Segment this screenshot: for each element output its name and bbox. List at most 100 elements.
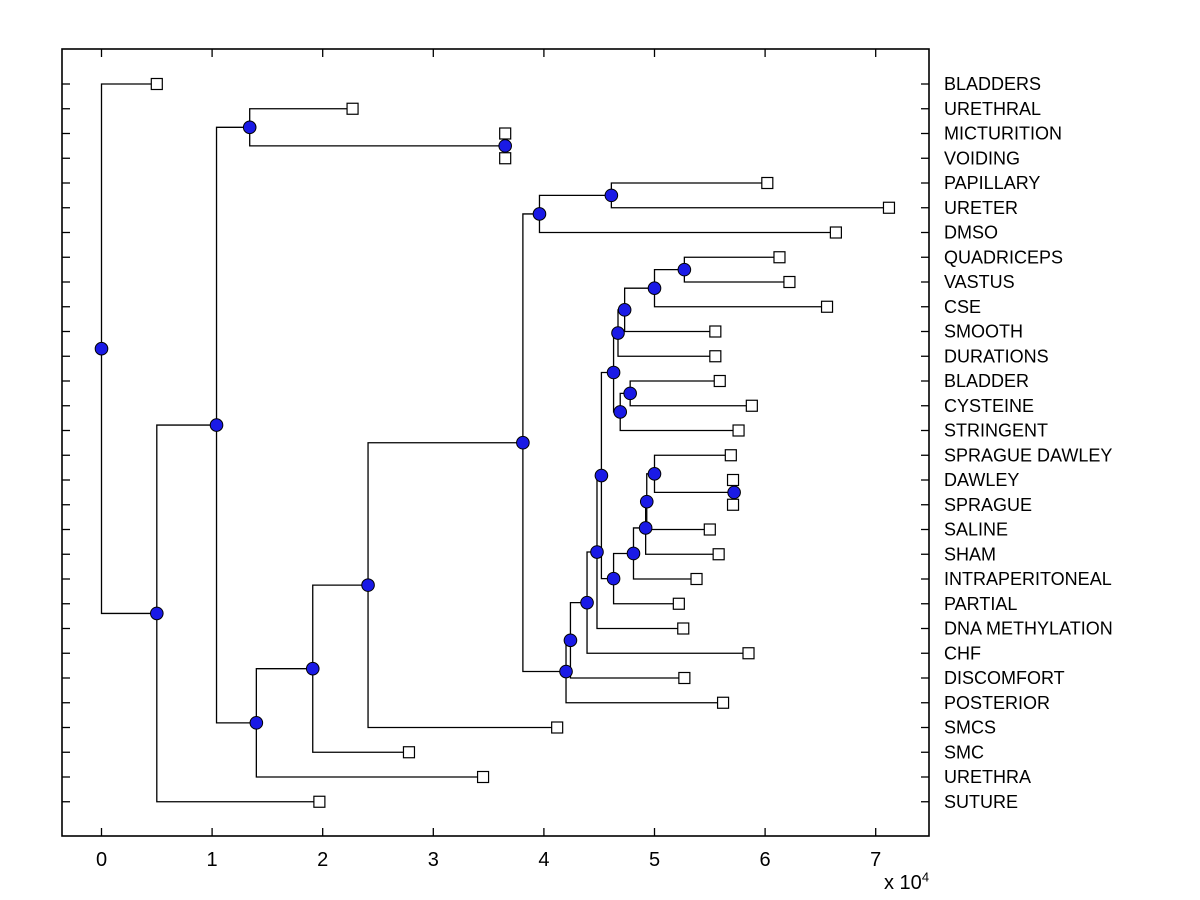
internal-node-marker[interactable] [594,468,609,483]
internal-node-marker[interactable] [606,571,621,586]
internal-node-marker[interactable] [580,595,594,610]
leaf-marker[interactable] [402,746,416,759]
leaf-marker[interactable] [677,622,690,635]
leaf-marker[interactable] [716,696,730,709]
leaf-marker[interactable] [678,671,691,685]
leaf-label[interactable]: BLADDER [944,371,1029,391]
branch-n_sd [653,454,735,494]
internal-node-marker[interactable] [617,303,632,317]
branch-n_smcs [367,442,558,729]
internal-node-marker[interactable] [563,633,578,648]
leaf-label[interactable]: INTRAPERITONEAL [944,569,1112,589]
leaf-marker[interactable] [346,102,359,115]
leaf-label[interactable]: VOIDING [944,148,1020,168]
leaf-marker[interactable] [672,597,685,610]
leaf-marker[interactable] [703,523,716,536]
leaf-label[interactable]: DMSO [944,223,998,243]
branch-n_sut [156,424,320,803]
internal-node-marker[interactable] [498,139,512,153]
leaf-label[interactable]: SPRAGUE DAWLEY [944,445,1112,465]
leaf-marker[interactable] [709,350,722,363]
leaf-label[interactable]: SUTURE [944,792,1018,812]
leaf-marker[interactable] [726,473,740,487]
leaf-marker[interactable] [551,721,564,734]
internal-node-marker[interactable] [638,521,653,535]
internal-node-marker[interactable] [559,664,573,679]
leaf-label[interactable]: SMOOTH [944,322,1023,342]
internal-node-marker[interactable] [249,716,264,730]
internal-node-marker[interactable] [611,326,625,340]
leaf-label[interactable]: VASTUS [944,272,1015,292]
leaf-marker[interactable] [726,498,740,511]
leaf-marker[interactable] [724,449,737,462]
internal-node-marker[interactable] [727,485,741,500]
leaf-label[interactable]: STRINGENT [944,421,1048,441]
leaf-label[interactable]: CSE [944,297,981,317]
internal-node-marker[interactable] [532,207,547,221]
leaf-marker[interactable] [829,226,842,239]
leaf-marker[interactable] [499,152,512,165]
internal-node-marker[interactable] [647,281,662,295]
internal-node-marker[interactable] [516,435,530,450]
internal-node-marker[interactable] [361,578,375,592]
leaf-marker[interactable] [690,572,703,586]
leaf-label[interactable]: MICTURITION [944,124,1062,144]
branch-n_pud [538,194,836,234]
internal-node-marker[interactable] [604,188,619,203]
internal-node-marker[interactable] [623,386,637,401]
leaf-marker[interactable] [150,77,163,91]
internal-node-marker[interactable] [647,467,662,481]
leaf-label[interactable]: URETHRA [944,767,1031,787]
leaf-marker[interactable] [742,647,755,660]
internal-node-marker[interactable] [242,120,257,135]
leaf-label[interactable]: CHF [944,643,981,663]
internal-node-marker[interactable] [677,262,692,277]
internal-node-marker[interactable] [626,546,641,561]
leaf-label[interactable]: DNA METHYLATION [944,619,1113,639]
leaf-label[interactable]: DAWLEY [944,470,1019,490]
internal-node-marker[interactable] [639,494,654,509]
leaf-marker[interactable] [820,300,834,313]
leaf-label[interactable]: DISCOMFORT [944,668,1065,688]
leaf-marker[interactable] [713,374,726,388]
leaf-label[interactable]: QUADRICEPS [944,247,1063,267]
leaf-label[interactable]: URETER [944,198,1018,218]
leaf-label[interactable]: PARTIAL [944,594,1017,614]
leaf-marker[interactable] [761,176,774,190]
leaf-marker[interactable] [783,275,796,289]
leaf-marker[interactable] [732,424,745,437]
internal-node-marker[interactable] [613,405,628,419]
leaf-marker[interactable] [709,325,722,338]
leaf-label[interactable]: SHAM [944,544,996,564]
leaf-label[interactable]: SALINE [944,520,1008,540]
leaf-label[interactable]: PAPILLARY [944,173,1040,193]
leaf-label[interactable]: CYSTEINE [944,396,1034,416]
branch-n_str [619,392,739,432]
leaf-label[interactable]: DURATIONS [944,346,1049,366]
leaf-marker[interactable] [882,201,896,214]
axis-box [61,48,930,837]
leaf-label[interactable]: SPRAGUE [944,495,1032,515]
leaf-marker[interactable] [773,251,786,264]
internal-node-marker[interactable] [209,418,224,432]
leaf-marker[interactable] [499,127,512,140]
internal-node-marker[interactable] [94,341,109,356]
leaf-marker[interactable] [712,548,725,561]
branch-n_bc [629,380,752,407]
internal-node-marker[interactable] [305,661,320,676]
internal-node-marker[interactable] [150,606,164,621]
leaf-label[interactable]: URETHRAL [944,99,1041,119]
internal-node-marker[interactable] [590,545,604,559]
internal-node-marker[interactable] [606,365,621,380]
leaf-label[interactable]: POSTERIOR [944,693,1050,713]
branch-n_post [565,639,724,704]
leaf-marker[interactable] [476,770,490,784]
leaf-label[interactable]: SMCS [944,718,996,738]
leaf-marker[interactable] [745,399,758,412]
leaf-label[interactable]: BLADDERS [944,74,1041,94]
x-tick-label: 3 [428,849,439,871]
leaf-label[interactable]: SMC [944,742,984,762]
leaf-marker[interactable] [313,795,326,808]
